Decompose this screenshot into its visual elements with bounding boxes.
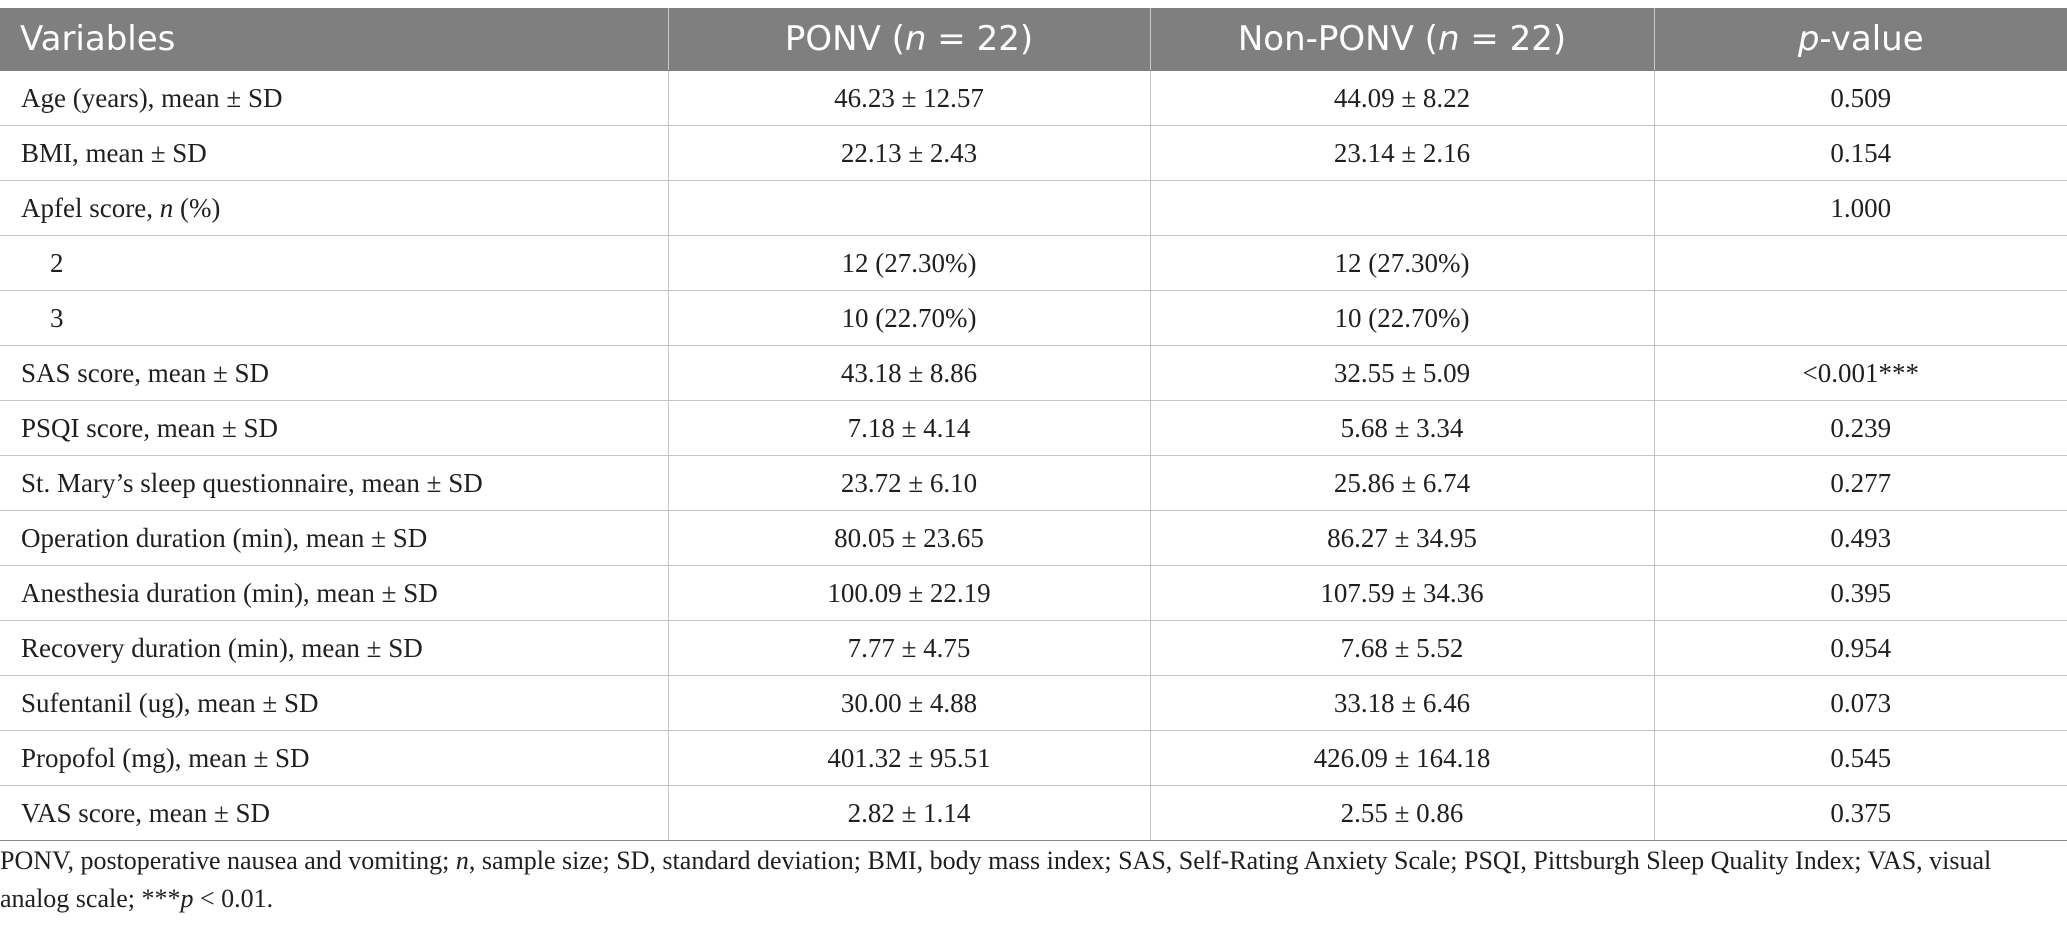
table-row: Operation duration (min), mean ± SD 80.0… [0, 510, 2067, 566]
header-ponv-eq: = 22) [926, 19, 1034, 59]
header-ponv: PONV (n = 22) [667, 8, 1151, 71]
header-nonponv-label: Non-PONV ( [1237, 19, 1438, 59]
table-row: SAS score, mean ± SD 43.18 ± 8.86 32.55 … [0, 345, 2067, 401]
table-row: Age (years), mean ± SD 46.23 ± 12.57 44.… [0, 70, 2067, 126]
cell-p-value: 1.000 [1653, 180, 2067, 236]
table-row: PSQI score, mean ± SD 7.18 ± 4.14 5.68 ±… [0, 400, 2067, 456]
cell-p-value: 0.375 [1653, 785, 2067, 841]
header-nonponv-n: n [1437, 19, 1460, 59]
cell-variable: Age (years), mean ± SD [0, 70, 669, 126]
table-header: Variables PONV (n = 22) Non-PONV (n = 22… [0, 8, 2067, 71]
cell-variable: PSQI score, mean ± SD [0, 400, 669, 456]
apfel-label-post: (%) [173, 192, 221, 223]
cell-ponv: 80.05 ± 23.65 [667, 510, 1151, 566]
table-row: 2 12 (27.30%) 12 (27.30%) [0, 235, 2067, 291]
cell-ponv: 46.23 ± 12.57 [667, 70, 1151, 126]
cell-ponv: 7.18 ± 4.14 [667, 400, 1151, 456]
table-row: 3 10 (22.70%) 10 (22.70%) [0, 290, 2067, 346]
cell-variable: 2 [0, 235, 669, 291]
footnote-part2: , sample size; SD, standard deviation; B… [0, 846, 1992, 913]
cell-nonponv: 32.55 ± 5.09 [1149, 345, 1655, 401]
cell-variable: BMI, mean ± SD [0, 125, 669, 181]
apfel-label-pre: Apfel score, [21, 192, 160, 223]
cell-p-value: <0.001*** [1653, 345, 2067, 401]
table-row: St. Mary’s sleep questionnaire, mean ± S… [0, 455, 2067, 511]
cell-p-value: 0.954 [1653, 620, 2067, 676]
table-row: VAS score, mean ± SD 2.82 ± 1.14 2.55 ± … [0, 785, 2067, 841]
cell-p-value [1653, 235, 2067, 291]
table-row: Recovery duration (min), mean ± SD 7.77 … [0, 620, 2067, 676]
cell-ponv: 100.09 ± 22.19 [667, 565, 1151, 621]
cell-p-value: 0.073 [1653, 675, 2067, 731]
cell-nonponv: 107.59 ± 34.36 [1149, 565, 1655, 621]
table-row: Sufentanil (ug), mean ± SD 30.00 ± 4.88 … [0, 675, 2067, 731]
cell-ponv: 2.82 ± 1.14 [667, 785, 1151, 841]
cell-variable: St. Mary’s sleep questionnaire, mean ± S… [0, 455, 669, 511]
table-row: Anesthesia duration (min), mean ± SD 100… [0, 565, 2067, 621]
cell-p-value: 0.509 [1653, 70, 2067, 126]
cell-nonponv: 33.18 ± 6.46 [1149, 675, 1655, 731]
header-pvalue-rest: -value [1819, 19, 1924, 59]
cell-ponv [667, 180, 1151, 236]
table-row: Apfel score, n (%) 1.000 [0, 180, 2067, 236]
cell-ponv: 10 (22.70%) [667, 290, 1151, 346]
cell-variable: Sufentanil (ug), mean ± SD [0, 675, 669, 731]
cell-p-value [1653, 290, 2067, 346]
header-p-value: p-value [1653, 8, 2067, 71]
cell-nonponv: 5.68 ± 3.34 [1149, 400, 1655, 456]
cell-variable: SAS score, mean ± SD [0, 345, 669, 401]
header-non-ponv: Non-PONV (n = 22) [1149, 8, 1655, 71]
cell-nonponv: 25.86 ± 6.74 [1149, 455, 1655, 511]
cell-variable: Propofol (mg), mean ± SD [0, 730, 669, 786]
cell-variable: Operation duration (min), mean ± SD [0, 510, 669, 566]
footnote-part1: PONV, postoperative nausea and vomiting; [0, 846, 456, 875]
header-ponv-label: PONV ( [784, 19, 905, 59]
cell-ponv: 22.13 ± 2.43 [667, 125, 1151, 181]
cell-nonponv: 12 (27.30%) [1149, 235, 1655, 291]
footnote-n: n [455, 846, 469, 875]
cell-variable: 3 [0, 290, 669, 346]
cell-variable: Apfel score, n (%) [0, 180, 669, 236]
footnote-part3: < 0.01. [193, 884, 274, 913]
cell-ponv: 12 (27.30%) [667, 235, 1151, 291]
cell-nonponv: 44.09 ± 8.22 [1149, 70, 1655, 126]
header-ponv-n: n [904, 19, 927, 59]
footnote-p: p [180, 884, 194, 913]
header-variables: Variables [0, 8, 669, 71]
cell-p-value: 0.545 [1653, 730, 2067, 786]
cell-variable: VAS score, mean ± SD [0, 785, 669, 841]
table-row: BMI, mean ± SD 22.13 ± 2.43 23.14 ± 2.16… [0, 125, 2067, 181]
cell-nonponv: 23.14 ± 2.16 [1149, 125, 1655, 181]
cell-nonponv: 10 (22.70%) [1149, 290, 1655, 346]
header-p: p [1797, 19, 1820, 59]
header-nonponv-eq: = 22) [1459, 19, 1567, 59]
cell-p-value: 0.395 [1653, 565, 2067, 621]
table-row: Propofol (mg), mean ± SD 401.32 ± 95.51 … [0, 730, 2067, 786]
cell-ponv: 30.00 ± 4.88 [667, 675, 1151, 731]
apfel-label-n: n [159, 192, 174, 223]
cell-variable: Anesthesia duration (min), mean ± SD [0, 565, 669, 621]
header-row: Variables PONV (n = 22) Non-PONV (n = 22… [0, 8, 2067, 71]
cell-ponv: 7.77 ± 4.75 [667, 620, 1151, 676]
table-body: Age (years), mean ± SD 46.23 ± 12.57 44.… [0, 70, 2067, 841]
cell-p-value: 0.493 [1653, 510, 2067, 566]
cell-ponv: 23.72 ± 6.10 [667, 455, 1151, 511]
cell-ponv: 401.32 ± 95.51 [667, 730, 1151, 786]
cell-variable: Recovery duration (min), mean ± SD [0, 620, 669, 676]
cell-nonponv [1149, 180, 1655, 236]
cell-nonponv: 426.09 ± 164.18 [1149, 730, 1655, 786]
cell-ponv: 43.18 ± 8.86 [667, 345, 1151, 401]
cell-p-value: 0.154 [1653, 125, 2067, 181]
results-table: Variables PONV (n = 22) Non-PONV (n = 22… [0, 8, 2067, 841]
cell-nonponv: 86.27 ± 34.95 [1149, 510, 1655, 566]
cell-p-value: 0.277 [1653, 455, 2067, 511]
cell-nonponv: 7.68 ± 5.52 [1149, 620, 1655, 676]
table-footnote: PONV, postoperative nausea and vomiting;… [0, 842, 2040, 918]
cell-p-value: 0.239 [1653, 400, 2067, 456]
cell-nonponv: 2.55 ± 0.86 [1149, 785, 1655, 841]
